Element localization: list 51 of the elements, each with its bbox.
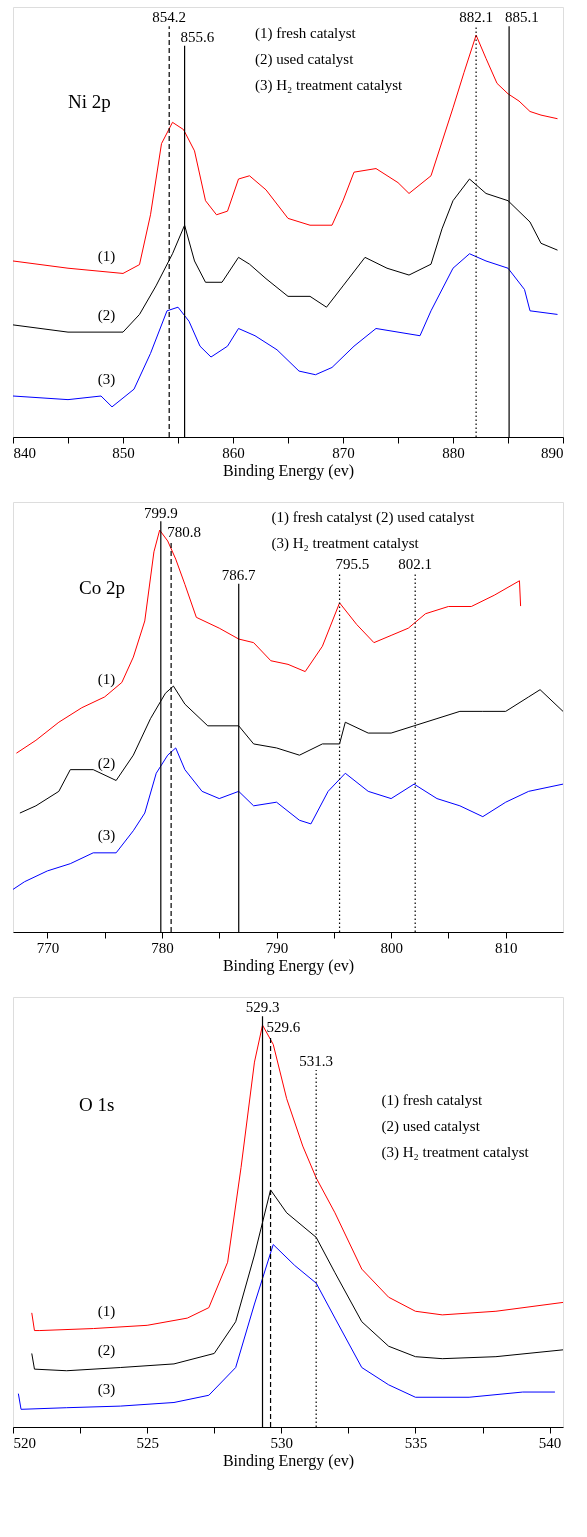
x-axis-title: Binding Energy (ev) [222, 956, 355, 975]
series-label: (3) [97, 370, 116, 388]
x-axis-title: Binding Energy (ev) [222, 461, 355, 480]
ref-line-label: 531.3 [299, 1053, 334, 1070]
x-tick-label: 890 [541, 444, 564, 461]
series-label: (1) [97, 247, 116, 265]
x-tick-label: 770 [36, 939, 60, 956]
x-tick-label: 525 [136, 1434, 159, 1451]
ref-line-label: 786.7 [221, 566, 257, 583]
ref-line-label: 529.6 [266, 1018, 301, 1035]
series-label: (3) [97, 827, 116, 845]
x-tick-label: 810 [494, 939, 518, 956]
series-label: (3) [97, 1380, 116, 1398]
annotation: (1) fresh catalyst [381, 1092, 484, 1110]
annotation: (2) used catalyst [255, 50, 355, 68]
text: Ni 2p [68, 90, 111, 112]
annotation: (2) used catalyst [381, 1118, 481, 1136]
x-tick-label: 535 [404, 1434, 428, 1451]
text: (1) fresh catalyst (2) used catalyst [271, 509, 476, 527]
annotation: (3) H₂ treatment catalyst [255, 76, 404, 94]
x-tick-label: 530 [270, 1434, 294, 1451]
x-tick-label: 870 [332, 444, 355, 461]
ref-line-label: 882.1 [459, 9, 493, 26]
x-tick-label: 790 [265, 939, 289, 956]
x-tick-label: 780 [151, 939, 174, 956]
x-tick-label: 540 [538, 1434, 562, 1451]
annotation: (3) H₂ treatment catalyst [381, 1144, 530, 1162]
x-tick-label: 520 [13, 1434, 36, 1451]
x-axis-title: Binding Energy (ev) [222, 1451, 355, 1470]
x-tick-label: 850 [112, 444, 135, 461]
x-tick-label: 880 [442, 444, 465, 461]
series-label: (2) [97, 755, 116, 773]
series-label: (2) [97, 306, 116, 324]
ref-line-label: 529.3 [245, 999, 280, 1016]
ref-line-label: 854.2 [152, 9, 187, 26]
ref-line-label: 780.8 [167, 523, 201, 540]
ref-line-label: 885.1 [505, 9, 539, 26]
ref-line-label: 795.5 [335, 555, 370, 572]
series-label: (1) [97, 1303, 116, 1321]
x-tick-label: 860 [222, 444, 245, 461]
text: O 1s [79, 1093, 115, 1115]
annotation: (3) H₂ treatment catalyst [271, 535, 420, 553]
x-tick-label: 840 [13, 444, 36, 461]
text: Co 2p [79, 577, 125, 598]
annotation: 799.9 [143, 505, 178, 522]
x-tick-label: 800 [380, 939, 403, 956]
ref-line-label: 802.1 [398, 555, 433, 572]
series-label: (1) [97, 671, 116, 689]
annotation: (1) fresh catalyst [255, 24, 357, 42]
ref-line-label: 855.6 [180, 28, 215, 45]
series-label: (2) [97, 1342, 116, 1360]
